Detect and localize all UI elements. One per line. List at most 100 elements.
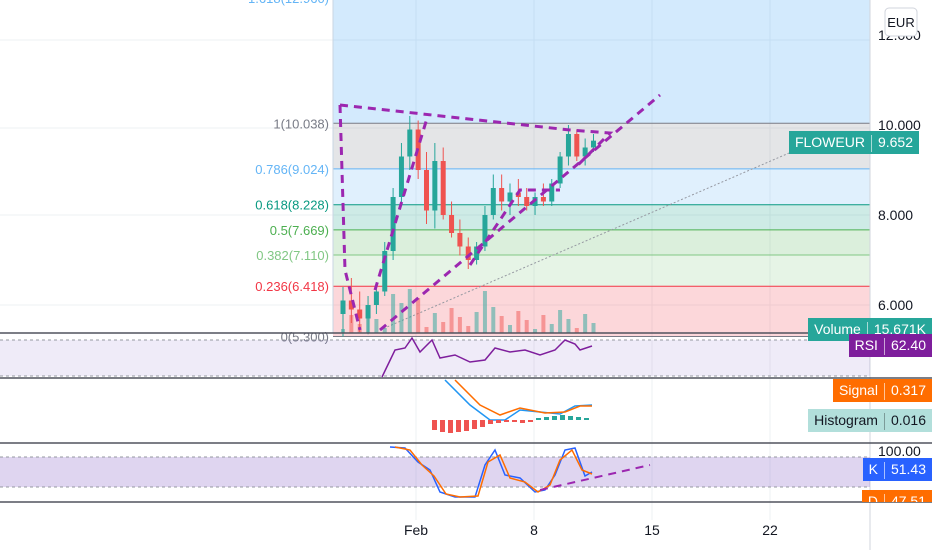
volume-bar-24 [541, 315, 546, 333]
volume-bar-8 [407, 289, 412, 333]
pattern-support [379, 93, 661, 332]
pattern-impulse [373, 114, 430, 291]
volume-bar-6 [391, 294, 396, 333]
macd-hist-bar-12 [528, 420, 533, 422]
fib-zone-4 [333, 255, 870, 287]
x-tick-3: 22 [762, 522, 778, 538]
candle-body-25 [549, 183, 555, 202]
candle-body-10 [424, 170, 429, 211]
price-tick-2: 8.000 [878, 207, 913, 223]
volume-bar-23 [533, 329, 538, 333]
macd-hist-bar-13 [536, 418, 541, 420]
fib-label-5: 0.236(6.418) [255, 279, 329, 294]
volume-bar-12 [441, 322, 446, 333]
stoch-trend-line [539, 464, 651, 491]
k-label: K [868, 461, 878, 477]
macd-hist-bar-6 [480, 420, 485, 427]
candle-body-3 [365, 305, 371, 319]
rsi-line [381, 336, 593, 378]
volume-bar-22 [524, 320, 529, 333]
rsi-value: 62.40 [890, 337, 926, 353]
stoch-k-line [389, 446, 593, 498]
volume-bar-15 [466, 326, 471, 333]
macd-hist-bar-9 [504, 420, 509, 422]
symbol-price-tag: FLOWEUR 9.652 [788, 131, 919, 154]
pattern-wedge-top [339, 103, 614, 170]
candle-body-20 [507, 192, 513, 202]
candle-body-26 [557, 156, 563, 184]
d-label: D [867, 493, 878, 502]
candle-body-13 [449, 215, 455, 233]
fib-zone-top [333, 0, 870, 124]
macd-hist-bar-11 [520, 420, 525, 423]
pattern-flag [468, 188, 560, 266]
fib-zone-0 [333, 123, 870, 169]
last-price-label: 9.652 [877, 134, 913, 150]
volume-bar-5 [382, 328, 387, 333]
candle-body-29 [582, 147, 588, 157]
macd-hist-bar-15 [552, 416, 557, 420]
volume-value: 15.671K [873, 321, 926, 337]
candle-body-19 [499, 188, 505, 202]
volume-bar-10 [424, 327, 429, 333]
volume-bar-19 [499, 316, 504, 333]
candle-body-4 [373, 291, 379, 305]
trend-line-dotted [379, 146, 804, 331]
x-tick-2: 15 [644, 522, 660, 538]
histogram-value: 0.016 [890, 412, 926, 428]
k-value: 51.43 [890, 461, 926, 477]
volume-bar-9 [416, 298, 421, 333]
rsi-label: RSI [854, 337, 878, 353]
volume-bar-30 [591, 323, 596, 333]
macd-hist-bar-1 [440, 420, 445, 432]
candle-body-6 [390, 197, 396, 251]
fib-label-0: 1(10.038) [273, 116, 329, 131]
candle-body-1 [348, 300, 354, 310]
macd-line [444, 379, 593, 421]
volume-bar-29 [583, 314, 588, 333]
fib-label-1: 0.786(9.024) [255, 162, 329, 177]
candle-body-2 [357, 309, 363, 319]
candle-body-18 [490, 188, 496, 215]
candle-body-28 [574, 134, 580, 157]
rsi-tag: RSI 62.40 [848, 334, 932, 357]
signal-label: Signal [839, 382, 878, 398]
macd-hist-bar-19 [584, 418, 589, 420]
currency-label: EUR [887, 15, 914, 30]
volume-bar-18 [491, 307, 496, 333]
macd-signal-line [454, 379, 592, 416]
fib-label-top: 1.618(12.960) [248, 0, 329, 6]
volume-bar-28 [574, 328, 579, 333]
stoch-d-line [394, 446, 593, 498]
histogram-tag: Histogram 0.016 [808, 409, 932, 432]
volume-bar-21 [516, 311, 521, 333]
signal-tag: Signal 0.317 [833, 379, 932, 402]
x-tick-1: 8 [530, 522, 538, 538]
volume-bar-27 [566, 319, 571, 333]
k-tag: K 51.43 [862, 458, 932, 481]
volume-bar-11 [432, 313, 437, 333]
macd-hist-bar-16 [560, 415, 565, 420]
macd-hist-bar-3 [456, 420, 461, 432]
volume-bar-20 [508, 325, 512, 333]
volume-bar-13 [449, 308, 454, 333]
histogram-label: Histogram [814, 412, 878, 428]
volume-bar-4 [374, 319, 379, 333]
candle-body-11 [432, 161, 438, 211]
fib-zone-2 [333, 204, 870, 230]
d-tag: D 47.51 [861, 490, 932, 502]
currency-box [884, 7, 918, 37]
macd-hist-bar-10 [512, 420, 517, 422]
candle-body-7 [398, 156, 404, 197]
symbol-label: FLOWEUR [794, 134, 865, 150]
volume-bar-7 [399, 303, 404, 333]
volume-bar-25 [549, 324, 554, 333]
candle-body-14 [457, 233, 463, 247]
candle-body-8 [407, 129, 413, 157]
volume-bar-14 [457, 317, 462, 333]
candle-body-17 [482, 215, 488, 247]
candle-body-12 [440, 161, 446, 215]
macd-hist-bar-18 [576, 417, 581, 420]
